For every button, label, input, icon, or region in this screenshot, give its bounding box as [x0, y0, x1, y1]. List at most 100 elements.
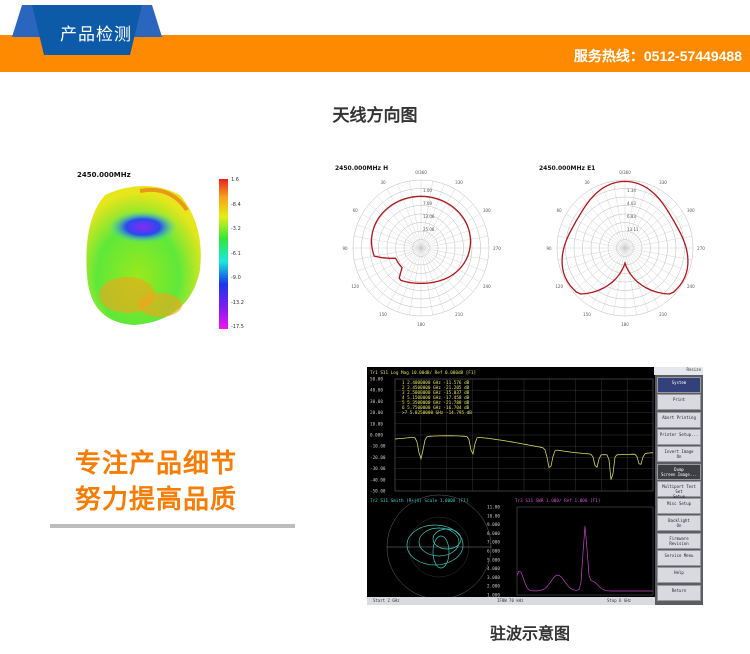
polar-ring-label: 13.06 [423, 214, 435, 219]
trace1-tick: 40.00 [370, 388, 383, 394]
polar-spoke [353, 247, 422, 261]
polar-spoke [408, 180, 422, 249]
network-analyzer-screen: Resize Tr1 S11 Log Mag 10.00dB/ Ref 0.00… [367, 367, 703, 605]
polar-spoke [420, 224, 485, 249]
trace3-tick: 10.00 [487, 513, 500, 519]
trace1-tick: 0.000 [370, 433, 383, 439]
softkey-invert-image[interactable]: Invert Image On [657, 446, 701, 463]
polar-ring-label: 13.11 [627, 227, 639, 232]
polar-spoke [566, 247, 626, 283]
smith-trace [406, 524, 464, 566]
polar-spoke [612, 180, 626, 249]
trace3-header: Tr3 S11 SWR 1.000/ Ref 1.000 [F1] [515, 498, 600, 504]
polar-spoke [420, 235, 489, 249]
polar-ring-label: 1.00 [423, 188, 432, 193]
polar-spoke [386, 247, 422, 307]
polar-spoke [386, 189, 422, 249]
polar-spoke [420, 204, 474, 249]
polar-spoke [368, 204, 422, 249]
polar-spoke [357, 224, 422, 249]
trace1-tick: 30.00 [370, 399, 383, 405]
trace3-tick: 8.000 [487, 531, 500, 537]
trace1-tick: -50.00 [370, 489, 386, 495]
polar-spoke [561, 247, 626, 272]
polar-spoke [624, 247, 660, 307]
softkey-menu: System Print Abort Printing Printer Setup..… [655, 375, 703, 605]
softkey-multiport-test-set[interactable]: Multiport Test Set Setup [657, 480, 701, 499]
polar-spoke [420, 247, 474, 292]
scale-label: -6.1 [231, 250, 241, 257]
polar-spoke [581, 247, 626, 301]
polar-angle-label: 150 [379, 312, 387, 317]
polar-spoke [368, 247, 422, 292]
trace1-marker: 6 5.7500000 GHz -16.704 dB [402, 405, 470, 411]
polar-plot-e1: 2450.000MHz E1 0/360 30 60 90 120 150 180 210 240… [539, 165, 705, 327]
softkey-return[interactable]: Return [657, 584, 701, 601]
trace1-tick: -40.00 [370, 477, 386, 483]
polar-spoke [601, 247, 626, 312]
polar-spoke [420, 247, 485, 272]
polar-ring-label: 1.34 [627, 188, 636, 193]
slogan-line-2: 努力提高品质 [75, 485, 238, 515]
radiation-pattern-curve [370, 195, 472, 285]
polar-angle-label: 240 [483, 284, 491, 289]
swr-trace [516, 525, 653, 592]
polar-spoke [397, 184, 422, 249]
service-hotline: 服务热线：0512-57449488 [573, 48, 742, 64]
trace3-tick: 3.000 [487, 575, 500, 581]
polar-spoke [377, 195, 422, 249]
polar-angle-label: 90 [342, 246, 348, 251]
scale-label: -13.2 [231, 299, 244, 306]
polar-spoke [624, 189, 660, 249]
softkey-printer-setup-[interactable]: Printer Setup... [657, 428, 701, 445]
polar-spoke [420, 189, 456, 249]
polar-angle-label: 240 [687, 284, 695, 289]
polar-spoke [362, 213, 422, 249]
polar-angle-label: 120 [555, 284, 563, 289]
softkey-misc-setup[interactable]: Misc Setup [657, 498, 701, 515]
polar-spoke [572, 247, 626, 292]
softkey-firmware[interactable]: Firmware Revision [657, 532, 701, 549]
trace1-marker: 4 5.1500000 GHz -17.458 dB [402, 395, 470, 401]
softkey-backlight[interactable]: Backlight On [657, 515, 701, 532]
polar-title: 2450.000MHz E1 [539, 165, 595, 172]
trace3-tick: 5.000 [487, 557, 500, 563]
stop-freq: Stop 6 GHz [607, 598, 632, 603]
smith-trace [432, 535, 450, 569]
radiation-pattern-curve [561, 180, 689, 295]
polar-angle-label: 210 [659, 312, 667, 317]
polar-spoke [590, 247, 626, 307]
smith-trace [418, 527, 460, 557]
trace3-tick: 9.000 [487, 522, 500, 528]
polar-plot-h: 2450.000MHz H 0/360 30 60 90 120 150 180 210 240 2… [335, 165, 501, 327]
smith-trace [432, 528, 462, 550]
polar-spoke [624, 184, 649, 249]
trace1-tick: -20.00 [370, 455, 386, 461]
start-freq: Start 2 GHz [373, 598, 400, 603]
softkey-abort-printing[interactable]: Abort Printing [657, 411, 701, 428]
polar-spoke [624, 195, 669, 249]
color-scale-bar [219, 179, 228, 329]
trace3-tick: 11.00 [487, 505, 500, 511]
trace1-marker: 3 2.5000000 GHz -15.037 dB [402, 390, 470, 396]
polar-spoke [624, 247, 638, 316]
softkey-help[interactable]: Help [657, 567, 701, 584]
polar-ring-label: 25.08 [423, 227, 435, 232]
polar-angle-label: 270 [493, 246, 501, 251]
polar-angle-label: 330 [659, 180, 667, 185]
polar-angle-label: 300 [687, 208, 695, 213]
softkey-print[interactable]: Print [657, 394, 701, 411]
softkey-dump[interactable]: Dump Screen Image... [657, 463, 701, 480]
polar-spoke [362, 247, 422, 283]
polar-angle-label: 60 [353, 208, 359, 213]
trace3-tick: 4.000 [487, 566, 500, 572]
polar-angle-label: 120 [351, 284, 359, 289]
softkey-service-menu[interactable]: Service Menu [657, 550, 701, 566]
polar-angle-label: 180 [417, 322, 425, 327]
polar-angle-label: 180 [621, 322, 629, 327]
softkey-system[interactable]: System [657, 377, 701, 393]
trace1-tick: 50.00 [370, 377, 383, 383]
polar-spoke [420, 247, 480, 283]
scale-label: -9.0 [231, 275, 241, 281]
polar-spoke [601, 184, 626, 249]
